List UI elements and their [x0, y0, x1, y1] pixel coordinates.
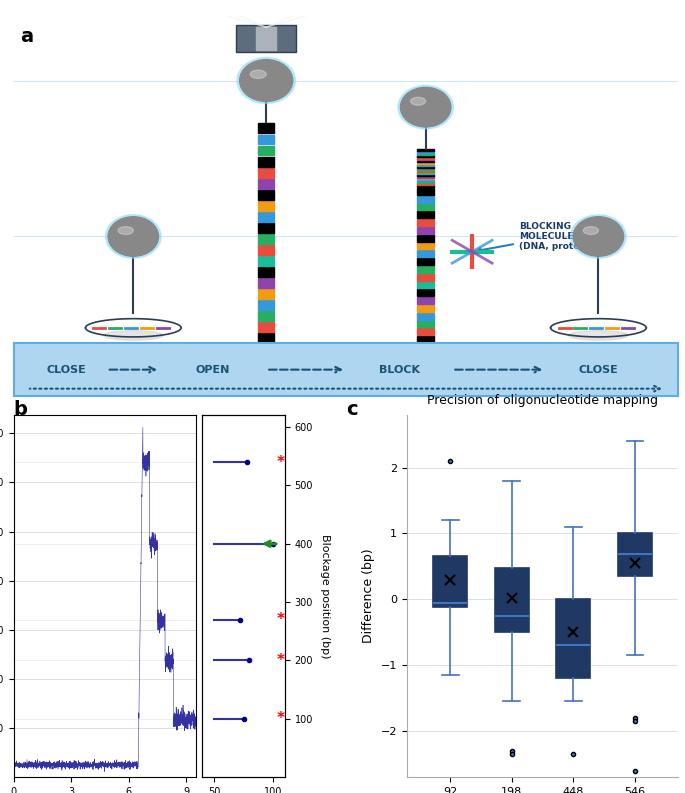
- Ellipse shape: [401, 87, 451, 127]
- Bar: [258, 245, 275, 255]
- PathPatch shape: [433, 557, 467, 607]
- Text: c: c: [346, 400, 358, 419]
- Bar: [258, 135, 275, 144]
- Bar: [258, 223, 275, 232]
- Ellipse shape: [118, 227, 134, 235]
- Text: *: *: [277, 454, 285, 469]
- Bar: [417, 167, 434, 168]
- Bar: [258, 167, 275, 178]
- Bar: [258, 300, 275, 310]
- Ellipse shape: [573, 216, 623, 256]
- Bar: [417, 149, 434, 151]
- Bar: [258, 322, 275, 332]
- Bar: [417, 258, 434, 265]
- Bar: [417, 266, 434, 273]
- Bar: [417, 163, 434, 164]
- Bar: [258, 278, 275, 288]
- Bar: [258, 124, 275, 133]
- PathPatch shape: [618, 534, 652, 577]
- Y-axis label: Blockage position (bp): Blockage position (bp): [320, 534, 329, 658]
- Bar: [258, 212, 275, 222]
- Ellipse shape: [237, 58, 295, 104]
- Text: CLOSE: CLOSE: [579, 365, 619, 374]
- Ellipse shape: [396, 361, 456, 370]
- Bar: [417, 151, 434, 153]
- Bar: [417, 155, 434, 156]
- Ellipse shape: [240, 59, 292, 102]
- Text: *: *: [277, 711, 285, 726]
- Bar: [417, 297, 434, 304]
- Bar: [417, 204, 434, 210]
- Bar: [417, 211, 434, 218]
- Bar: [258, 234, 275, 243]
- Bar: [258, 156, 275, 167]
- Bar: [417, 282, 434, 289]
- Bar: [417, 176, 434, 178]
- FancyBboxPatch shape: [14, 343, 678, 396]
- Ellipse shape: [236, 361, 296, 370]
- Bar: [417, 227, 434, 234]
- Bar: [258, 190, 275, 200]
- Ellipse shape: [571, 215, 626, 259]
- Ellipse shape: [583, 227, 599, 235]
- Bar: [417, 251, 434, 257]
- FancyBboxPatch shape: [236, 25, 296, 52]
- Bar: [417, 157, 434, 159]
- Bar: [258, 311, 275, 321]
- Bar: [258, 289, 275, 299]
- Bar: [417, 161, 434, 163]
- Ellipse shape: [250, 70, 266, 79]
- Bar: [417, 168, 434, 170]
- Bar: [258, 146, 275, 155]
- Bar: [258, 178, 275, 189]
- Bar: [417, 174, 434, 175]
- Ellipse shape: [410, 98, 425, 105]
- Bar: [417, 328, 434, 335]
- Bar: [417, 219, 434, 226]
- Bar: [258, 256, 275, 266]
- Bar: [417, 180, 434, 182]
- Bar: [417, 164, 434, 166]
- Text: CLOSE: CLOSE: [47, 365, 87, 374]
- Text: a: a: [21, 27, 34, 46]
- Text: b: b: [14, 400, 27, 419]
- Bar: [417, 289, 434, 297]
- Ellipse shape: [398, 86, 453, 129]
- Bar: [417, 235, 434, 242]
- Bar: [417, 305, 434, 312]
- Bar: [417, 178, 434, 179]
- Text: OPEN: OPEN: [196, 365, 230, 374]
- Bar: [417, 196, 434, 203]
- Text: *: *: [277, 653, 285, 668]
- PathPatch shape: [495, 568, 529, 632]
- Ellipse shape: [105, 215, 161, 259]
- Bar: [417, 312, 434, 320]
- Bar: [417, 188, 434, 195]
- Bar: [417, 153, 434, 155]
- Text: BLOCKING
MOLECULES
(DNA, protein): BLOCKING MOLECULES (DNA, protein): [477, 221, 593, 252]
- Bar: [417, 336, 434, 343]
- Ellipse shape: [108, 216, 158, 256]
- Ellipse shape: [103, 331, 163, 340]
- Y-axis label: Difference (bp): Difference (bp): [362, 549, 375, 643]
- Bar: [258, 333, 275, 343]
- Bar: [258, 267, 275, 277]
- Ellipse shape: [569, 331, 628, 340]
- Bar: [417, 183, 434, 185]
- Bar: [417, 159, 434, 160]
- Title: Precision of oligonucleotide mapping: Precision of oligonucleotide mapping: [427, 394, 658, 407]
- Bar: [417, 320, 434, 328]
- PathPatch shape: [556, 600, 590, 678]
- Text: BLOCK: BLOCK: [379, 365, 420, 374]
- Bar: [417, 243, 434, 250]
- Bar: [417, 172, 434, 174]
- Bar: [417, 186, 434, 187]
- Bar: [417, 170, 434, 172]
- Bar: [417, 274, 434, 281]
- Bar: [258, 201, 275, 211]
- Text: *: *: [277, 612, 285, 627]
- Bar: [256, 27, 276, 50]
- Bar: [417, 182, 434, 183]
